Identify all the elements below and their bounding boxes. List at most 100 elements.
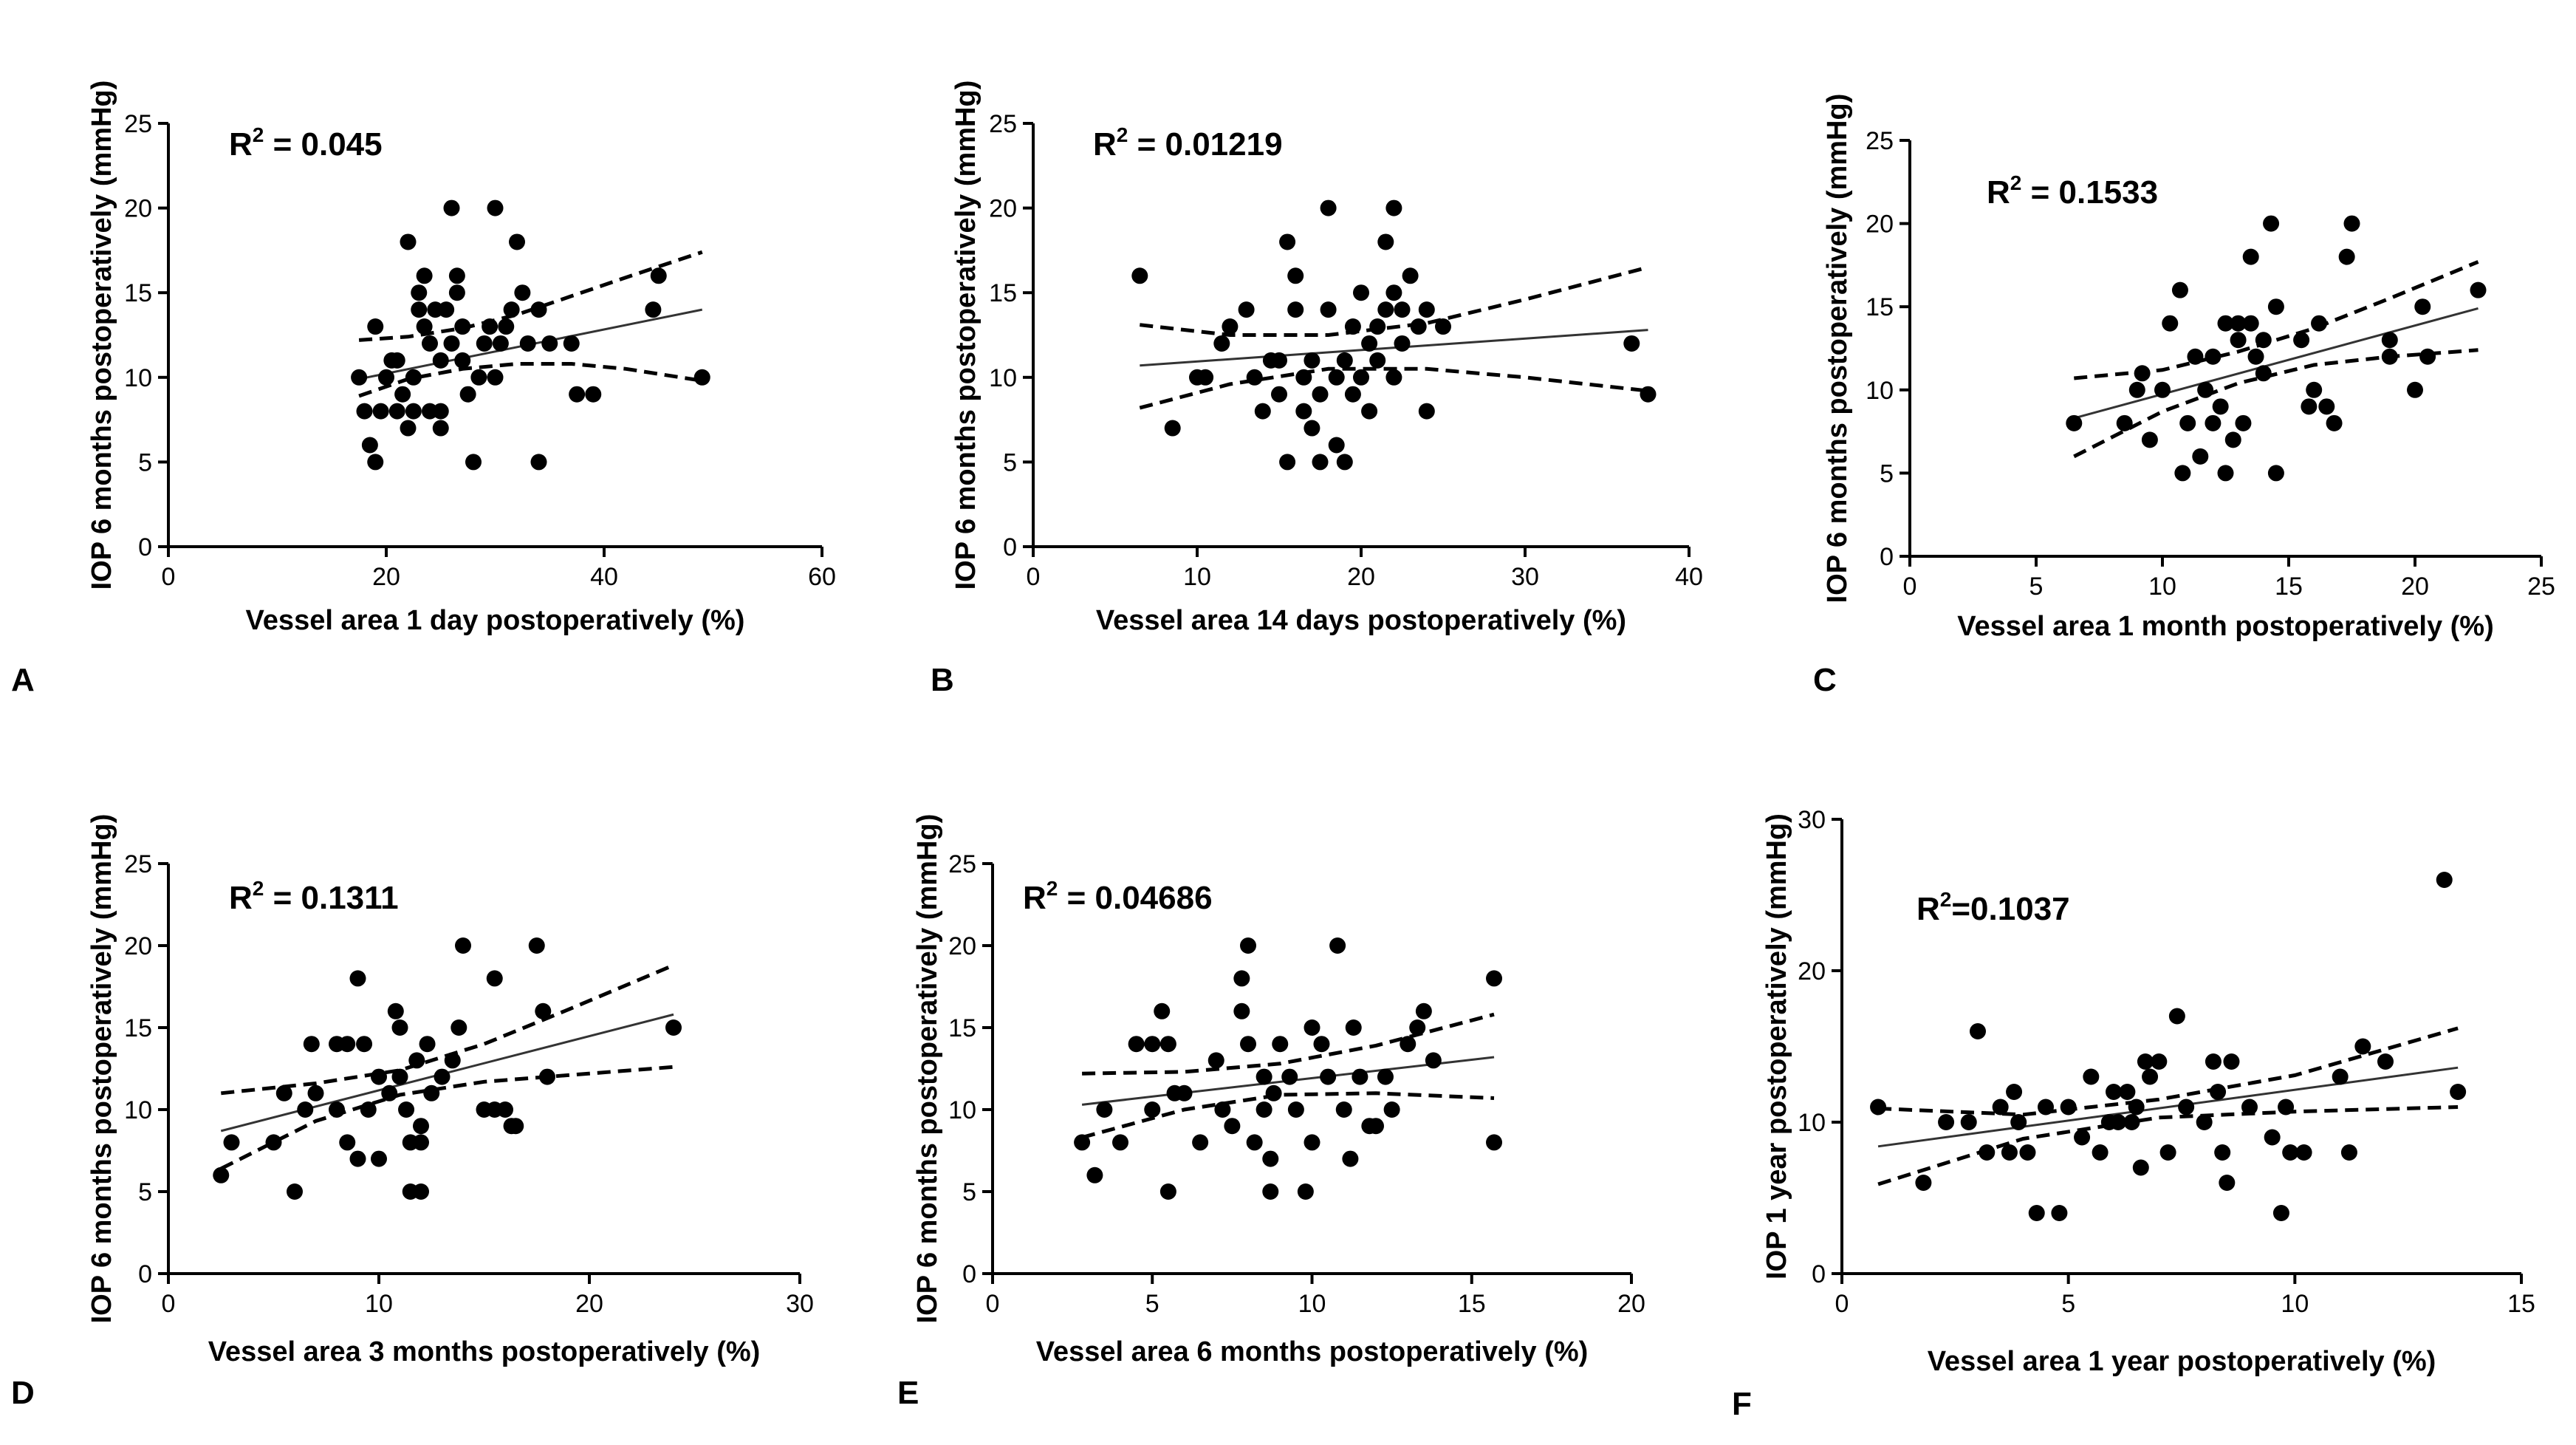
data-point [329, 1101, 345, 1118]
data-point [1970, 1023, 1986, 1039]
data-point [2338, 248, 2355, 265]
data-point [444, 1052, 461, 1069]
data-point [451, 1019, 467, 1036]
data-point [1128, 1036, 1145, 1053]
data-point [1328, 437, 1345, 454]
r-squared-annotation: R2 = 0.1311 [229, 877, 399, 916]
y-tick-label: 25 [989, 110, 1017, 138]
data-point [2205, 414, 2222, 431]
data-point [1131, 267, 1148, 284]
data-point [408, 1052, 425, 1069]
r-squared-superscript: 2 [2010, 171, 2022, 194]
data-point [2060, 1099, 2077, 1116]
data-point [432, 403, 449, 420]
x-tick-label: 10 [1298, 1290, 1326, 1318]
data-point [1272, 1036, 1289, 1053]
data-point [1214, 1101, 1231, 1118]
x-tick-label: 15 [2507, 1290, 2535, 1318]
data-point [2128, 1099, 2145, 1116]
y-tick-label: 5 [138, 448, 152, 476]
y-tick-label: 25 [124, 110, 152, 138]
y-tick-label: 0 [1812, 1260, 1826, 1288]
data-point [2051, 1205, 2068, 1221]
data-point [2038, 1099, 2054, 1116]
data-point [416, 267, 433, 284]
data-point [398, 1101, 415, 1118]
data-point [378, 369, 394, 386]
data-point [1353, 369, 1369, 386]
data-point [1295, 403, 1312, 420]
data-point [1361, 335, 1378, 352]
x-tick-label: 40 [590, 563, 618, 591]
data-point [1176, 1084, 1193, 1101]
x-tick-label: 0 [986, 1290, 1000, 1318]
data-point [1256, 1101, 1272, 1118]
y-axis-label: IOP 1 year postoperatively (mmHg) [1761, 813, 1792, 1280]
data-point [1096, 1101, 1113, 1118]
y-tick-label: 5 [962, 1178, 976, 1206]
data-point [1287, 267, 1304, 284]
data-point [448, 267, 465, 284]
y-axis-label: IOP 6 months postoperatively (mmHg) [1822, 94, 1853, 604]
data-point [1352, 1068, 1368, 1085]
data-point [1287, 301, 1304, 318]
data-point [1640, 386, 1657, 403]
x-tick-label: 20 [1347, 563, 1375, 591]
data-point [2019, 1144, 2036, 1161]
data-point [371, 1150, 387, 1167]
data-point [2293, 332, 2310, 349]
regression-line [1140, 329, 1648, 367]
data-point [486, 970, 503, 987]
data-point [349, 1150, 366, 1167]
data-point [2318, 398, 2335, 415]
data-point [2162, 315, 2179, 332]
chart-panel-d: 0 10 20 30 0 5 10 15 20 25 Vessel area 3 months po… [11, 814, 814, 1411]
data-point [1224, 1118, 1241, 1135]
x-tick-label: 10 [365, 1290, 393, 1318]
r-squared-annotation: R2=0.1037 [1916, 888, 2070, 927]
data-point [2159, 1144, 2176, 1161]
data-point [438, 301, 455, 318]
data-point [535, 1002, 552, 1019]
data-point [1385, 284, 1402, 301]
data-point [2137, 1053, 2154, 1070]
data-point [1074, 1134, 1091, 1151]
data-point [1377, 1068, 1394, 1085]
data-point [307, 1084, 324, 1101]
y-tick-label: 10 [1866, 377, 1894, 405]
panel-letter: E [897, 1375, 919, 1411]
data-point [459, 386, 476, 403]
data-point [360, 1101, 377, 1118]
y-tick-label: 25 [948, 850, 976, 878]
data-point [1304, 352, 1320, 369]
data-point [492, 335, 509, 352]
y-tick-label: 20 [1866, 211, 1894, 239]
data-point [498, 318, 515, 335]
data-point [413, 1134, 429, 1151]
data-point [2381, 332, 2398, 349]
y-tick-label: 15 [989, 279, 1017, 307]
data-point [1197, 369, 1214, 386]
chart-panel-e: 0 5 10 15 20 0 5 10 15 20 25 Vessel area 6 months p… [897, 814, 1645, 1411]
data-point [1304, 420, 1320, 437]
x-tick-label: 0 [1027, 563, 1041, 591]
data-point [2141, 431, 2158, 448]
data-point [650, 267, 667, 284]
y-tick-label: 20 [989, 195, 1017, 223]
x-axis-label: Vessel area 1 year postoperatively (%) [1928, 1346, 2436, 1377]
y-tick-label: 5 [1880, 460, 1894, 488]
data-point [2010, 1114, 2027, 1130]
y-tick-label: 20 [1798, 957, 1826, 985]
data-point [1385, 369, 1402, 386]
data-point [339, 1134, 356, 1151]
data-point [2151, 1053, 2168, 1070]
data-point [2214, 1144, 2231, 1161]
chart-panel-c: 0 5 10 15 20 25 0 5 10 15 20 25 Vessel area 1 month … [1813, 94, 2555, 698]
data-point [2450, 1084, 2467, 1100]
r-squared-symbol: R [229, 880, 253, 916]
data-point [2224, 431, 2241, 448]
data-point [400, 233, 417, 250]
data-point [2134, 365, 2151, 382]
data-point [1192, 1134, 1209, 1151]
data-point [454, 352, 471, 369]
